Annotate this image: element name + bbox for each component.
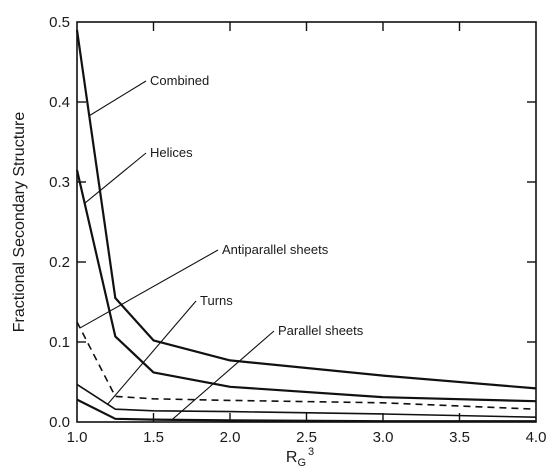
y-tick-label: 0.5 bbox=[49, 14, 70, 31]
x-tick-label: 3.0 bbox=[373, 429, 394, 446]
series-line-antiparallel-sheets bbox=[76, 321, 537, 410]
annotation-label-parallel-sheets: Parallel sheets bbox=[278, 323, 364, 338]
plot-frame bbox=[76, 21, 537, 423]
series-layer bbox=[75, 29, 537, 423]
x-tick-label: 1.0 bbox=[67, 429, 88, 446]
x-axis-title: RG3 bbox=[286, 446, 314, 469]
y-tick-label: 0.1 bbox=[49, 334, 70, 351]
annotation-label-turns: Turns bbox=[200, 293, 233, 308]
y-tick-label: 0.0 bbox=[49, 414, 70, 431]
annotation-leader-antiparallel-sheets bbox=[79, 249, 219, 329]
y-axis-title: Fractional Secondary Structure bbox=[11, 112, 28, 333]
annotation-layer: Combined Helices Antiparallel sheets Turns P… bbox=[79, 73, 364, 421]
x-tick-label: 2.0 bbox=[220, 429, 241, 446]
series-line-turns bbox=[76, 383, 537, 418]
y-tick-label: 0.4 bbox=[49, 94, 70, 111]
annotation-leader-parallel-sheets bbox=[171, 330, 275, 421]
annotation-leader-turns bbox=[107, 300, 197, 405]
annotation-label-antiparallel-sheets: Antiparallel sheets bbox=[222, 242, 329, 257]
x-axis-title-sup: 3 bbox=[308, 446, 314, 458]
series-line-combined bbox=[75, 29, 537, 390]
series-line-helices bbox=[75, 169, 537, 403]
y-tick-label: 0.2 bbox=[49, 254, 70, 271]
x-tick-label: 2.5 bbox=[296, 429, 317, 446]
x-tick-label: 1.5 bbox=[143, 429, 164, 446]
annotation-leader-combined bbox=[88, 80, 147, 117]
annotation-leader-helices bbox=[84, 152, 147, 204]
x-tick-label: 4.0 bbox=[526, 429, 547, 446]
annotation-label-combined: Combined bbox=[150, 73, 209, 88]
y-tick-label: 0.3 bbox=[49, 174, 70, 191]
x-tick-label: 3.5 bbox=[449, 429, 470, 446]
x-axis-title-sub: G bbox=[297, 457, 306, 469]
x-axis-title-main: R bbox=[286, 449, 298, 466]
ticks-layer: 1.0 1.5 2.0 2.5 3.0 3.5 4.0 0.0 0.1 0.2 0.3 0.4 0.5 bbox=[49, 14, 546, 446]
annotation-label-helices: Helices bbox=[150, 145, 193, 160]
axes-layer bbox=[76, 21, 537, 423]
